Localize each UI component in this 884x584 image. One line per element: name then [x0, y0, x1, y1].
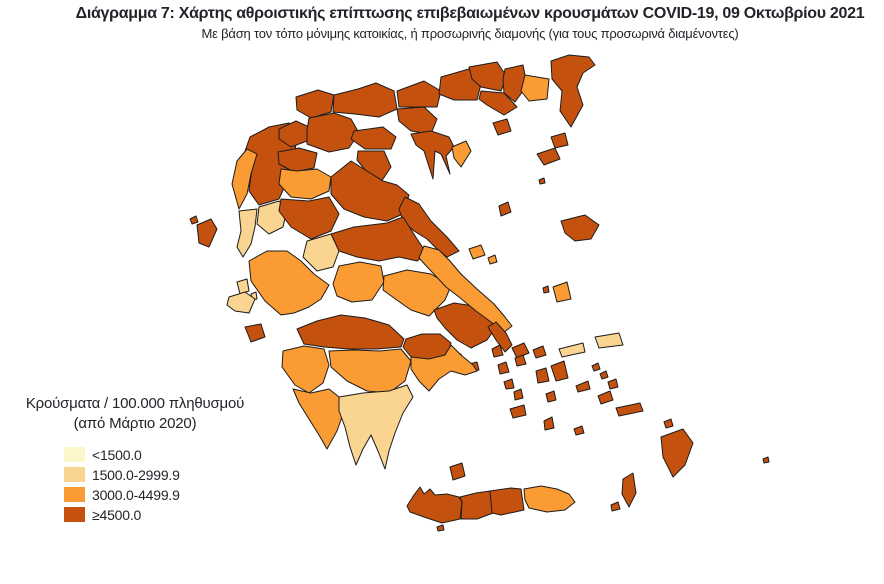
region-lakonia: [338, 384, 414, 470]
region-evros: [550, 54, 596, 128]
legend-label-c2: 1500.0-2999.9: [92, 466, 180, 483]
region-ilia: [281, 345, 330, 394]
region-thasos: [492, 118, 512, 136]
region-symi: [663, 418, 674, 429]
region-kos: [615, 402, 644, 417]
region-samothraki: [550, 132, 569, 149]
region-paros: [535, 367, 550, 384]
region-alonnisos: [498, 201, 512, 217]
region-rethymno: [459, 490, 494, 520]
region-agios-efstratios: [538, 177, 546, 185]
region-kalymnos: [607, 378, 619, 390]
map-legend: Κρούσματα / 100.000 πληθυσμού (από Μάρτι…: [8, 394, 262, 525]
legend-label-c1: <1500.0: [92, 446, 142, 463]
legend-label-c3: 3000.0-4499.9: [92, 486, 180, 503]
legend-swatch-c2: [64, 467, 85, 482]
legend-label-c4: ≥4500.0: [92, 506, 142, 523]
region-amorgos: [575, 380, 591, 393]
region-kilkis: [396, 80, 442, 108]
region-skopelos: [487, 254, 498, 265]
region-milos: [509, 404, 527, 419]
region-patmos: [591, 362, 601, 372]
region-sifnos: [513, 388, 524, 401]
region-fokida: [332, 261, 385, 303]
region-kasos: [610, 501, 621, 512]
region-irakleio: [489, 487, 525, 516]
region-kea: [491, 344, 504, 358]
legend-item: ≥4500.0: [64, 505, 262, 525]
region-santorini: [543, 416, 555, 431]
region-ios: [545, 390, 557, 403]
region-sporades: [468, 244, 486, 260]
region-rodos: [660, 428, 694, 478]
region-evia: [418, 245, 513, 334]
region-kefalonia: [226, 291, 256, 314]
legend-swatch-c3: [64, 487, 85, 502]
region-gavdos: [436, 524, 445, 532]
region-lefkada: [236, 278, 250, 295]
figure-header: Διάγραμμα 7: Χάρτης αθροιστικής επίπτωση…: [56, 4, 884, 41]
region-serifos: [503, 378, 515, 390]
region-trikala: [278, 168, 332, 200]
region-lesvos: [560, 214, 600, 242]
region-achaia: [296, 314, 405, 350]
region-agio-oros: [451, 140, 472, 168]
region-psara: [542, 285, 550, 294]
region-ikaria: [558, 342, 586, 358]
region-aitoloakarnania: [248, 250, 330, 316]
region-argolida: [410, 344, 478, 392]
region-leros: [599, 370, 609, 380]
region-imathia: [350, 126, 397, 150]
region-mykonos: [532, 345, 547, 359]
legend-title-line2: (από Μάρτιο 2020): [73, 415, 197, 433]
region-tinos: [511, 342, 530, 359]
region-zakynthos: [244, 323, 266, 343]
region-lasithi: [523, 485, 576, 513]
region-kythira: [449, 462, 466, 481]
region-karpathos: [621, 472, 637, 508]
region-anafi: [573, 425, 585, 436]
region-kozani: [306, 112, 360, 153]
legend-item: 3000.0-4499.9: [64, 485, 262, 505]
region-chios: [552, 281, 572, 303]
region-grevena: [277, 147, 318, 173]
region-limnos: [536, 147, 561, 166]
region-xanthi: [502, 64, 526, 103]
region-astypalaia: [597, 390, 614, 405]
region-rhodope: [520, 74, 550, 102]
legend-title: Κρούσματα / 100.000 πληθυσμού (από Μάρτι…: [8, 394, 262, 435]
region-andros: [487, 321, 513, 353]
figure-title: Διάγραμμα 7: Χάρτης αθροιστικής επίπτωση…: [75, 5, 865, 22]
legend-item: 1500.0-2999.9: [64, 465, 262, 485]
region-florina: [295, 89, 335, 119]
legend-swatch-c4: [64, 507, 85, 522]
region-thesprotia: [231, 148, 258, 210]
region-kastelorizo: [762, 456, 770, 464]
region-chalkidiki: [410, 130, 455, 180]
region-karditsa: [278, 196, 340, 240]
region-pella: [332, 82, 398, 118]
region-chania: [406, 486, 463, 524]
legend-swatch-c1: [64, 447, 85, 462]
region-arkadia: [328, 348, 412, 394]
legend-item: <1500.0: [64, 445, 262, 465]
region-samos: [594, 332, 624, 349]
figure-subtitle: Με βάση τον τόπο μόνιμης κατοικίας, ή πρ…: [201, 26, 739, 41]
region-voiotia: [382, 269, 452, 317]
region-kerkyra-north: [189, 215, 199, 225]
region-naxos: [550, 360, 569, 382]
region-kythnos: [497, 361, 510, 375]
legend-title-line1: Κρούσματα / 100.000 πληθυσμού: [25, 395, 245, 412]
region-kerkyra: [196, 218, 218, 248]
region-thessaloniki: [396, 106, 438, 135]
region-drama: [468, 61, 508, 92]
region-syros: [514, 354, 527, 367]
region-preveza: [236, 208, 258, 258]
legend-rows: <1500.0 1500.0-2999.9 3000.0-4499.9 ≥450…: [8, 445, 262, 525]
region-evrytania: [302, 233, 340, 272]
region-messinia: [292, 388, 344, 450]
